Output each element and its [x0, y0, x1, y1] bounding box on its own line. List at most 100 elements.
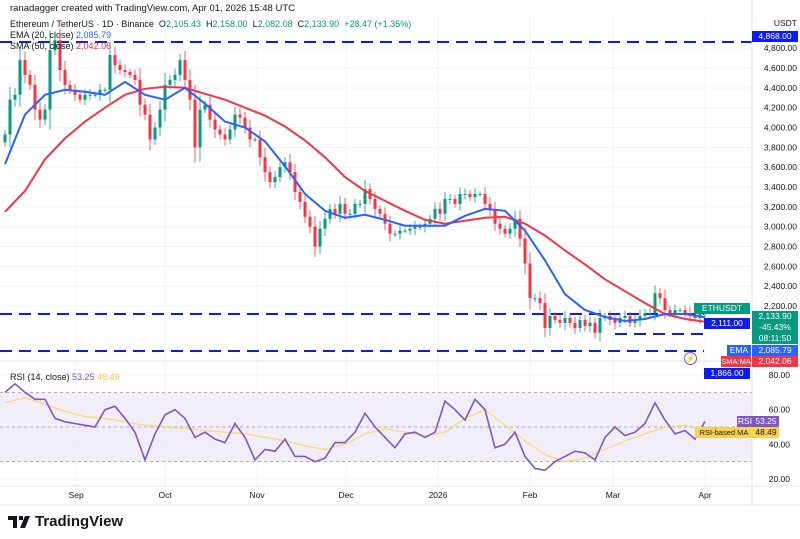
candle-down — [123, 69, 127, 72]
candle-up — [563, 317, 567, 323]
open-value: 2,105.43 — [165, 19, 201, 29]
candle-down — [453, 198, 457, 204]
candle-up — [653, 293, 657, 314]
candle-down — [568, 317, 572, 323]
ema-price-tag: 2,085.79 — [752, 345, 798, 356]
sma-50-line — [4, 85, 706, 323]
time-tick-label: Nov — [250, 490, 266, 500]
price-tick-label: 4,000.00 — [764, 123, 797, 133]
candle-up — [588, 322, 592, 326]
candle-up — [93, 94, 97, 96]
candle-down — [193, 99, 197, 148]
candle-up — [48, 50, 52, 110]
candle-up — [153, 127, 157, 140]
candle-up — [353, 203, 357, 214]
candle-down — [518, 218, 522, 239]
time-tick-label: Oct — [159, 490, 173, 500]
close-value: 2,133.90 — [304, 19, 340, 29]
candle-up — [448, 198, 452, 200]
candle-down — [308, 216, 312, 227]
candle-up — [88, 94, 92, 96]
candle-down — [118, 65, 122, 70]
high-value: 2,158.00 — [212, 19, 248, 29]
candle-up — [578, 319, 582, 328]
candle-up — [233, 114, 237, 130]
time-tick-label: Mar — [606, 490, 621, 500]
candle-up — [273, 177, 277, 183]
candle-down — [528, 263, 532, 299]
candle-up — [473, 193, 477, 197]
ema-value: 2,085.79 — [76, 30, 112, 40]
candle-up — [253, 139, 257, 141]
candle-down — [143, 104, 147, 115]
axes: Sep Oct Nov Dec 2026 Feb Mar Apr 4,800.00 4,600.0… — [0, 0, 800, 506]
sma-value: 2,042.06 — [76, 41, 112, 51]
candle-down — [78, 94, 82, 100]
rsi-tag: RSI — [737, 416, 753, 427]
symbol-title[interactable]: Ethereum / TetherUS · 1D · Binance — [10, 19, 154, 29]
ema-label[interactable]: EMA (20, close) — [10, 30, 74, 40]
rsi-tick-label: 60.00 — [769, 405, 791, 415]
candle-down — [288, 162, 292, 173]
candle-up — [673, 310, 677, 314]
candle-down — [573, 322, 577, 328]
candle-down — [693, 316, 697, 318]
candle-up — [623, 316, 627, 318]
candle-down — [583, 319, 587, 326]
candle-up — [53, 40, 57, 51]
rsi-value-tag: 53.25 — [753, 416, 779, 427]
candle-down — [268, 172, 272, 183]
rsi-tick-label: 20.00 — [769, 474, 791, 484]
time-tick-label: Feb — [523, 490, 538, 500]
candle-up — [168, 79, 172, 85]
candle-down — [243, 117, 247, 128]
candle-up — [158, 109, 162, 128]
candle-up — [533, 298, 537, 300]
candle-down — [438, 208, 442, 214]
candle-down — [373, 198, 377, 209]
low-label: L — [252, 19, 258, 29]
time-tick-label: 2026 — [429, 490, 448, 500]
symbol-tag: ETHUSDT — [694, 303, 750, 314]
lightning-icon[interactable]: ⚡ — [684, 352, 697, 365]
candle-up — [98, 89, 102, 95]
change-value: +28.47 (+1.35%) — [344, 19, 412, 29]
candle-down — [628, 316, 632, 323]
candle-up — [83, 94, 87, 100]
price-tick-label: 4,800.00 — [764, 43, 797, 53]
countdown: 08:11:50 — [758, 333, 792, 343]
candle-down — [223, 134, 227, 140]
tradingview-logo[interactable]: TradingView — [8, 513, 123, 530]
sma-label[interactable]: SMA (50, close) — [10, 41, 74, 51]
time-tick-label: Apr — [698, 490, 711, 500]
last-price: 2,133.90 — [758, 311, 792, 321]
candle-up — [163, 84, 167, 110]
moving-averages — [4, 80, 706, 323]
horizontal-levels[interactable] — [0, 41, 752, 352]
candle-up — [393, 233, 397, 235]
open-label: O — [158, 19, 166, 29]
candle-up — [633, 319, 637, 323]
price-tick-label: 4,600.00 — [764, 63, 797, 73]
candle-down — [613, 319, 617, 323]
rsi-label[interactable]: RSI (14, close) — [10, 372, 70, 382]
candle-down — [683, 310, 687, 314]
symbol-legend: Ethereum / TetherUS · 1D · Binance O2,10… — [10, 19, 411, 52]
candle-up — [173, 74, 177, 80]
tradingview-logo-icon — [8, 515, 30, 528]
candle-up — [408, 228, 412, 231]
candle-down — [73, 89, 77, 95]
candle-down — [658, 293, 662, 299]
candle-up — [318, 228, 322, 247]
candle-up — [358, 203, 362, 205]
price-tick-label: 4,400.00 — [764, 83, 797, 93]
candle-up — [228, 129, 232, 140]
candle-down — [38, 109, 42, 120]
candle-up — [328, 208, 332, 219]
time-tick-label: Dec — [339, 490, 355, 500]
candle-down — [468, 193, 472, 197]
candle-down — [28, 74, 32, 85]
candle-down — [293, 172, 297, 192]
candle-down — [58, 40, 62, 70]
